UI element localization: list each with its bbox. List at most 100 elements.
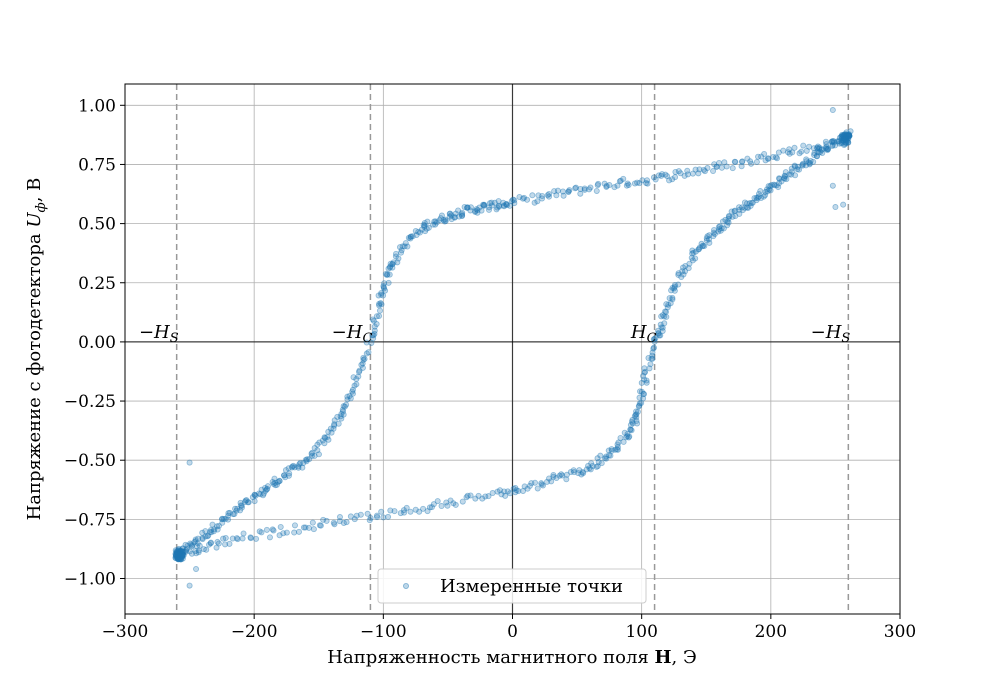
data-point [539,195,546,202]
data-point [451,214,458,221]
data-point [845,135,852,142]
data-point [690,249,697,256]
data-point [621,429,628,436]
data-point [172,551,179,558]
data-point [360,356,367,363]
data-point [539,482,546,489]
data-point [291,529,298,536]
data-point [724,222,731,229]
data-point [424,508,431,515]
data-point [430,221,437,228]
data-point [520,487,527,494]
data-point [336,518,343,525]
data-point [376,307,383,314]
data-point [661,313,668,320]
data-point [726,213,733,220]
data-point [739,158,746,165]
data-point [308,452,315,459]
data-point [507,490,514,497]
data-point [839,137,846,144]
data-point [587,466,594,473]
data-point [446,213,453,220]
data-point [839,137,846,144]
data-point [813,153,820,160]
data-point [760,193,767,200]
data-point [233,507,240,514]
data-point [500,199,507,206]
data-point [238,502,245,509]
data-point [245,499,252,506]
data-point [642,368,649,375]
data-point [300,459,307,466]
x-axis-ticks: −300 −200 −100 0 100 200 300 [102,614,916,642]
data-point [839,132,846,139]
data-point [447,210,454,217]
data-point [666,177,673,184]
data-point [796,166,803,173]
data-point [807,157,814,164]
data-point [262,484,269,491]
data-point [715,223,722,230]
data-point [382,271,389,278]
data-point [810,158,817,165]
data-point [701,168,708,175]
data-point [659,327,666,334]
data-point [192,548,199,555]
data-point [770,181,777,188]
data-point [182,541,189,548]
data-point [829,107,836,114]
data-point [815,143,822,150]
data-point [667,300,674,307]
data-point [594,182,601,189]
data-point [846,132,853,139]
data-point [715,228,722,235]
x-tick-label: −200 [231,622,278,642]
data-point [371,327,378,334]
data-point [659,324,666,331]
data-point [832,204,839,211]
data-point [391,508,398,515]
data-point [844,138,851,145]
data-point [842,133,849,140]
data-point [464,204,471,211]
data-point [791,162,798,169]
data-point [828,138,835,145]
data-point [283,529,290,536]
data-point [412,506,419,513]
data-point [617,434,624,441]
data-point [412,227,419,234]
data-point [636,180,643,187]
data-point [640,395,647,402]
data-point [840,137,847,144]
data-point [271,479,278,486]
data-point [731,207,738,214]
data-point [273,481,280,488]
data-point [438,503,445,510]
data-point [407,235,414,242]
data-point [472,495,479,502]
data-point [544,478,551,485]
data-point [175,548,182,555]
data-point [563,471,570,478]
data-point [253,535,260,542]
data-point [512,485,519,492]
data-point [577,185,584,192]
data-point [378,301,385,308]
data-point [695,246,702,253]
data-point [698,240,705,247]
data-point [381,280,388,287]
data-point [378,289,385,296]
data-point [178,551,185,558]
data-point [758,153,765,160]
data-point [257,491,264,498]
data-point [581,186,588,193]
data-point [177,553,184,560]
data-point [404,243,411,250]
data-point [776,175,783,182]
data-point [503,201,510,208]
data-point [588,460,595,467]
data-point [177,549,184,556]
data-point [841,142,848,149]
data-point [586,186,593,193]
data-point [282,467,289,474]
